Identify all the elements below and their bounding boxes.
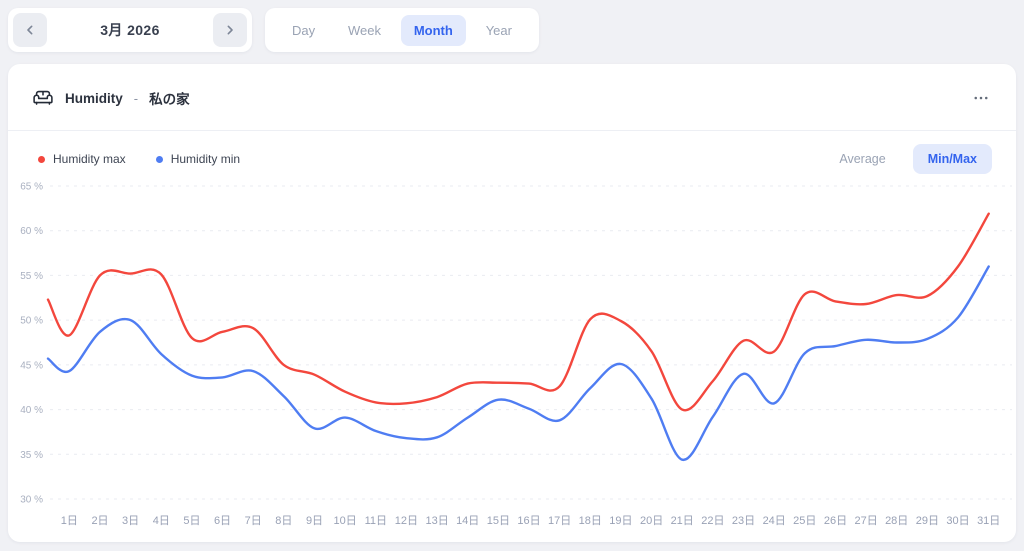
series-line-min: [46, 265, 990, 461]
y-axis-label: 45 %: [20, 360, 43, 371]
sofa-icon: [32, 87, 54, 109]
legend-label-max: Humidity max: [53, 152, 126, 166]
date-selector: 3月 2026: [8, 8, 252, 52]
legend-dot-max: [38, 155, 45, 163]
view-tabs: Day Week Month Year: [265, 8, 539, 52]
x-axis-label: 25日: [793, 515, 816, 527]
x-axis-label: 20日: [640, 515, 663, 527]
x-axis-label: 17日: [548, 515, 571, 527]
x-axis-label: 7日: [245, 515, 262, 527]
x-axis-label: 11日: [365, 515, 387, 527]
x-axis-label: 4日: [153, 515, 170, 527]
x-axis-label: 12日: [395, 515, 418, 527]
mode-toggle: Average Min/Max: [824, 144, 992, 174]
x-axis-label: 29日: [916, 515, 939, 527]
series-line-max: [46, 212, 990, 412]
x-axis-label: 2日: [91, 515, 108, 527]
x-axis-label: 16日: [517, 515, 540, 527]
card-header: Humidity - 私の家: [8, 64, 1016, 130]
x-axis-label: 1日: [61, 515, 78, 527]
chevron-right-icon: [222, 22, 238, 38]
card-menu-button[interactable]: [970, 85, 992, 111]
card-title: Humidity: [65, 90, 123, 106]
next-month-button[interactable]: [213, 13, 247, 47]
x-axis-label: 3日: [122, 515, 139, 527]
y-axis-label: 55 %: [20, 271, 43, 282]
tab-month[interactable]: Month: [400, 14, 466, 46]
x-axis-label: 6日: [214, 515, 231, 527]
x-axis-label: 8日: [275, 515, 292, 527]
minmax-button[interactable]: Min/Max: [912, 144, 992, 174]
x-axis-label: 26日: [824, 515, 847, 527]
header-divider: [8, 130, 1016, 131]
ellipsis-icon: [972, 89, 990, 107]
humidity-card: Humidity - 私の家 Humidity max Humidity min…: [8, 64, 1016, 542]
y-axis-label: 50 %: [20, 316, 43, 327]
card-subtitle-area: 私の家: [149, 92, 190, 107]
x-axis-label: 9日: [306, 515, 323, 527]
y-axis-label: 40 %: [20, 405, 43, 416]
prev-month-button[interactable]: [13, 13, 47, 47]
y-axis-label: 60 %: [20, 226, 43, 237]
x-axis-label: 5日: [183, 515, 200, 527]
x-axis-label: 14日: [456, 515, 479, 527]
humidity-chart: 65 % 60 % 55 % 50 % 45 % 40 % 35 % 30 % 1日 2日 3日 4日…: [20, 182, 1012, 527]
x-axis-label: 24日: [763, 515, 786, 527]
average-button[interactable]: Average: [824, 144, 900, 174]
tab-day[interactable]: Day: [279, 15, 328, 46]
x-axis-label: 13日: [425, 515, 448, 527]
x-axis-label: 10日: [333, 515, 356, 527]
chevron-left-icon: [22, 22, 38, 38]
x-axis-label: 22日: [701, 515, 724, 527]
x-axis-label: 18日: [579, 515, 602, 527]
x-axis-label: 27日: [854, 515, 877, 527]
x-axis-label: 15日: [487, 515, 510, 527]
x-axis-label: 19日: [609, 515, 632, 527]
y-axis-label: 65 %: [20, 182, 43, 193]
x-axis-label: 21日: [671, 515, 694, 527]
legend-row: Humidity max Humidity min Average Min/Ma…: [8, 131, 1016, 174]
x-axis-label: 30日: [946, 515, 969, 527]
legend-dot-min: [155, 155, 163, 163]
x-axis-label: 28日: [885, 515, 908, 527]
x-axis-label: 23日: [732, 515, 755, 527]
legend-item-min[interactable]: Humidity min: [155, 152, 241, 166]
y-axis-label: 30 %: [20, 495, 43, 506]
title-separator: -: [133, 90, 139, 106]
legend-label-min: Humidity min: [170, 152, 241, 166]
tab-week[interactable]: Week: [335, 15, 394, 46]
toolbar: 3月 2026 Day Week Month Year: [0, 0, 1024, 52]
tab-year[interactable]: Year: [473, 15, 525, 46]
y-axis-label: 35 %: [20, 450, 43, 461]
legend-item-max[interactable]: Humidity max: [38, 152, 126, 166]
x-axis-label: 31日: [977, 515, 1000, 527]
current-month-label: 3月 2026: [100, 22, 160, 38]
